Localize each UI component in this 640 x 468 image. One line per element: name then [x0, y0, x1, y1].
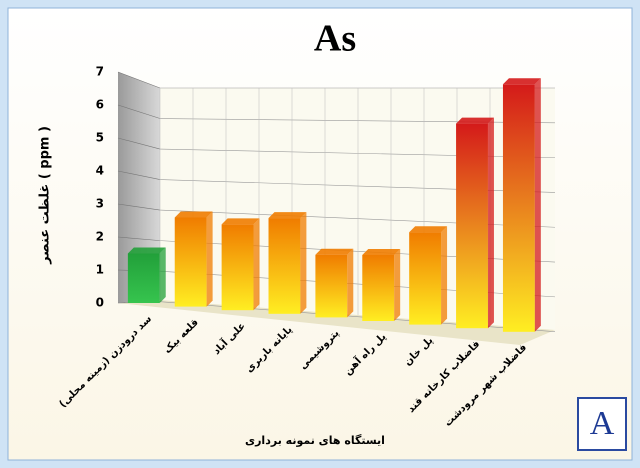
bar	[315, 254, 348, 318]
badge: A	[590, 405, 615, 442]
bar	[127, 253, 160, 303]
bar-top	[456, 117, 494, 124]
bar	[268, 218, 301, 314]
chart-title: As	[314, 18, 356, 60]
bar	[502, 84, 535, 332]
grid-line	[117, 236, 161, 241]
bar-top	[409, 226, 448, 233]
bar-top	[315, 248, 354, 255]
grid-line	[117, 203, 161, 211]
bar	[456, 123, 488, 329]
grid-line	[117, 137, 161, 150]
bar	[362, 255, 395, 321]
y-tick-label: 3	[96, 197, 104, 211]
grid-line	[117, 71, 161, 89]
bar-top	[221, 218, 260, 225]
y-tick-label: 1	[96, 263, 104, 277]
grid-line	[117, 104, 161, 119]
bar-side	[487, 117, 494, 329]
bar-top	[268, 212, 307, 219]
bar-side	[300, 212, 307, 314]
bar-side	[394, 249, 401, 321]
bar-side	[441, 226, 448, 325]
bar-side	[253, 218, 260, 311]
bar	[174, 217, 207, 307]
y-tick-label: 0	[96, 296, 104, 310]
bar-side	[159, 247, 166, 303]
x-axis-label: ایستگاه های نمونه برداری	[245, 434, 385, 447]
bar	[221, 224, 254, 311]
floor	[118, 300, 555, 345]
bar-side	[534, 78, 541, 332]
bar	[409, 232, 442, 325]
y-tick-label: 2	[96, 230, 104, 244]
y-axis-label: غلظت عنصر ( ppm )	[38, 126, 53, 265]
bar-top	[362, 249, 401, 255]
grid-line	[117, 170, 161, 180]
bar-top	[502, 78, 541, 85]
badge-box	[577, 397, 627, 451]
y-tick-label: 4	[96, 164, 104, 178]
back-wall	[160, 88, 555, 330]
bar-side	[206, 211, 213, 307]
side-wall	[118, 72, 160, 303]
y-tick-label: 7	[96, 65, 104, 79]
bar-top	[174, 211, 213, 218]
bar-side	[347, 248, 354, 318]
y-tick-label: 5	[96, 131, 104, 145]
y-tick-label: 6	[96, 98, 104, 112]
bar-top	[127, 247, 166, 254]
